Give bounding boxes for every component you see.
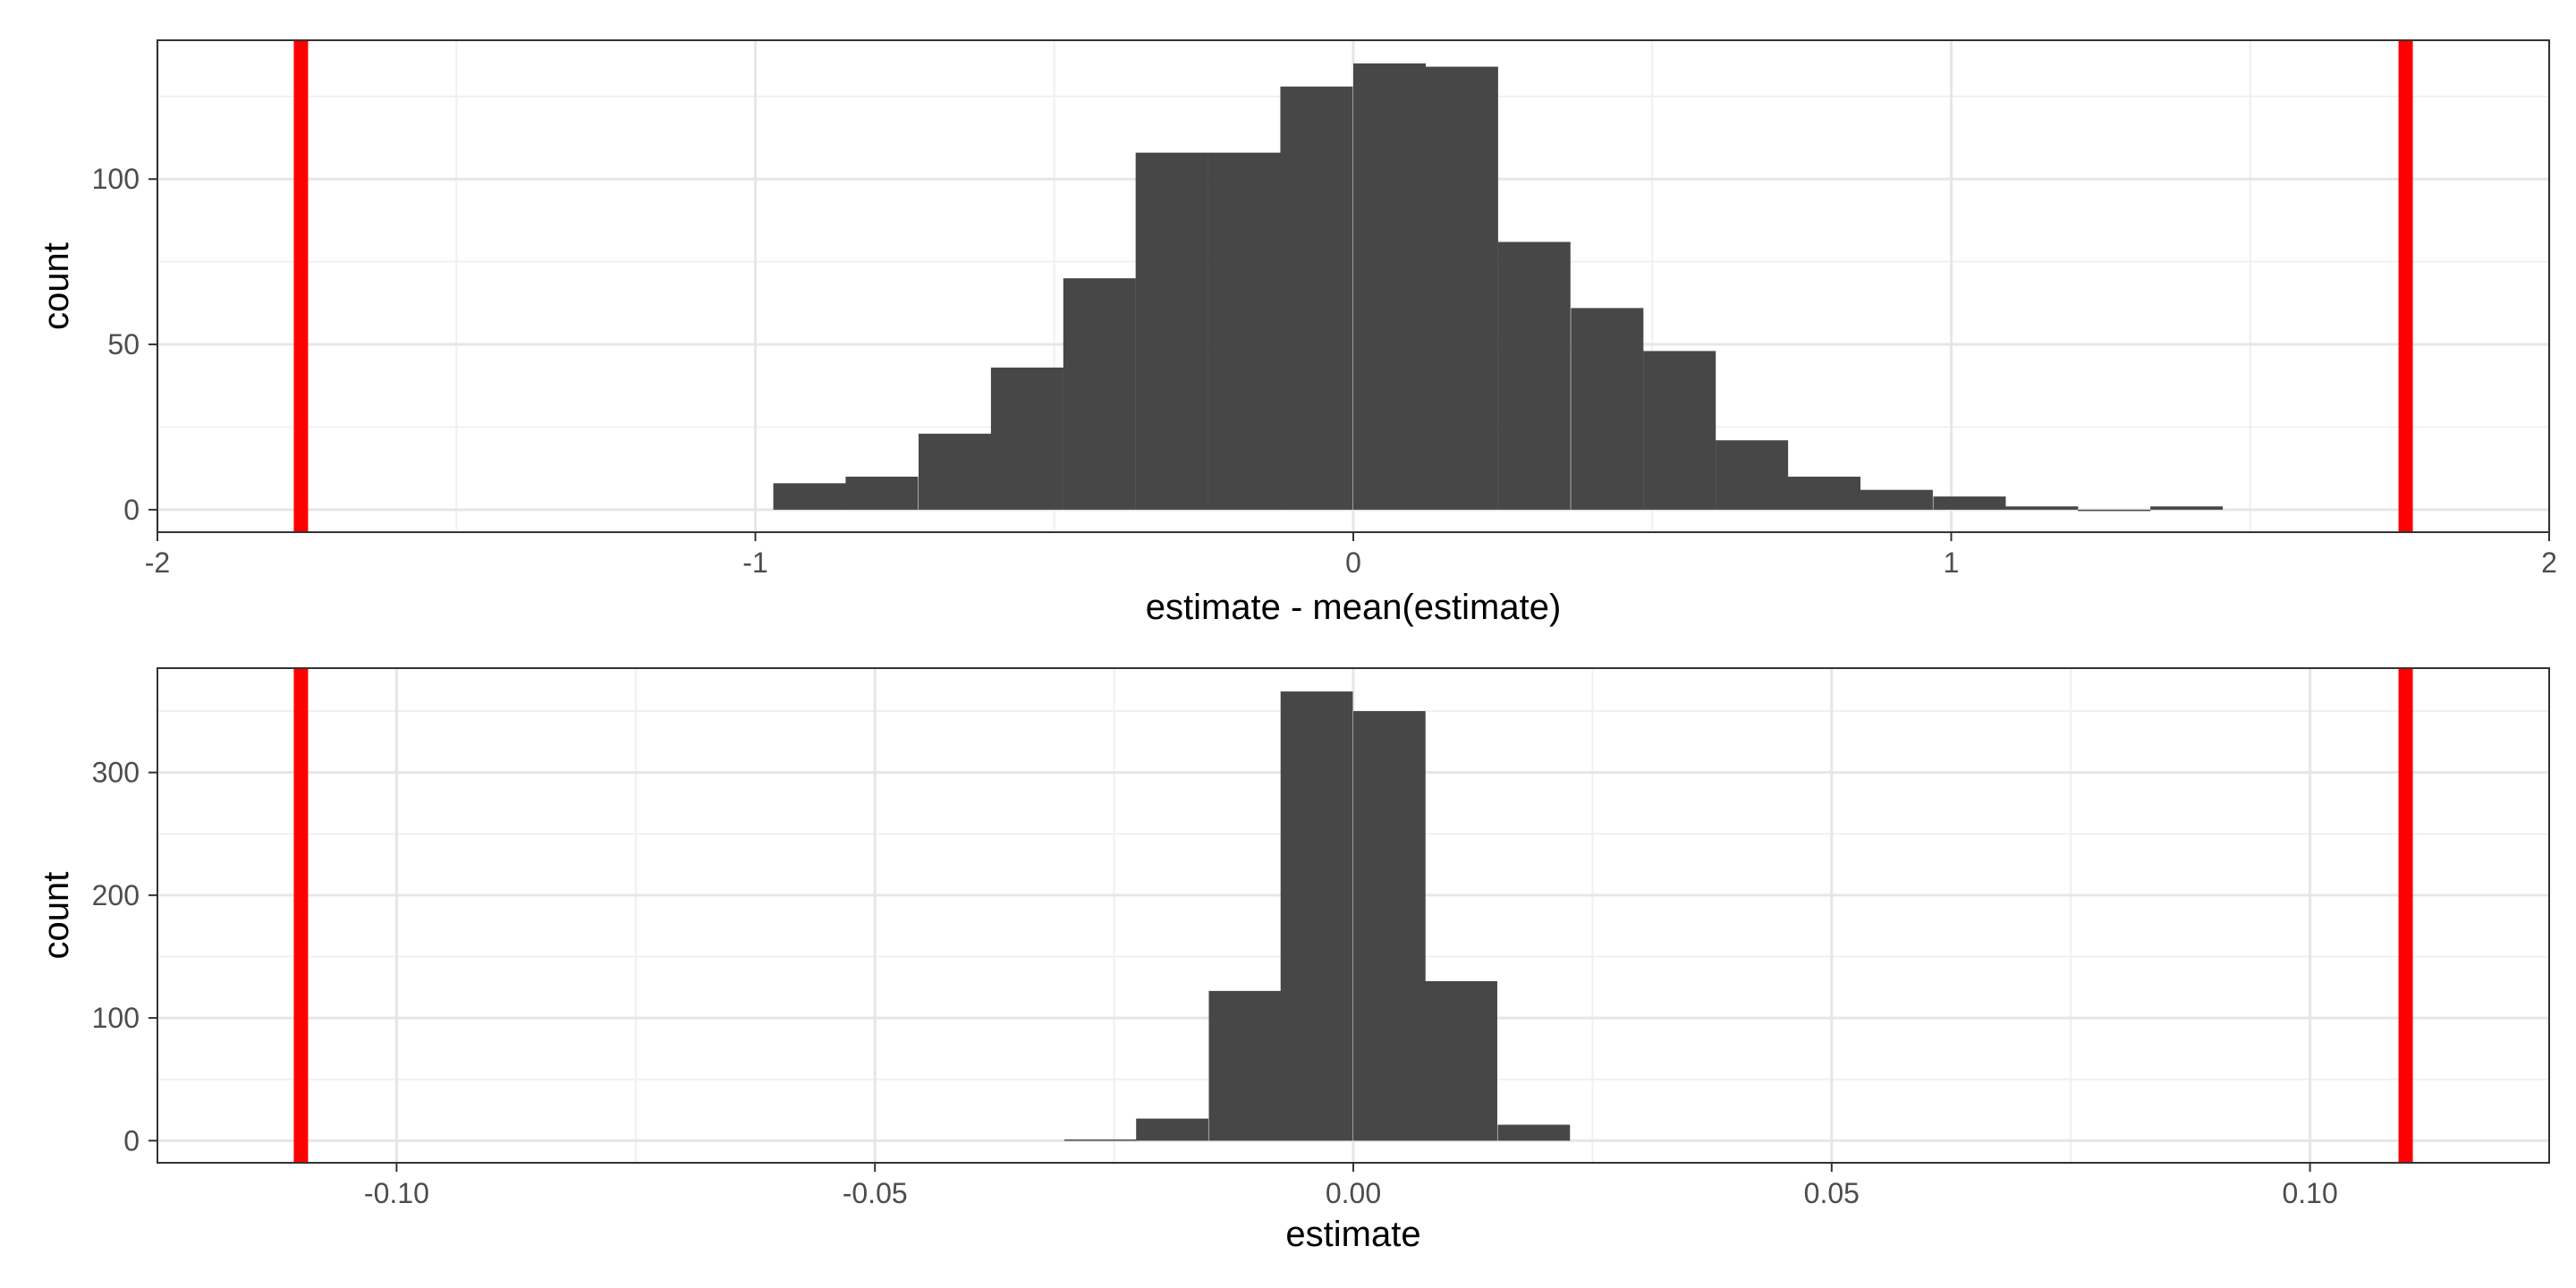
histogram-bar xyxy=(1353,711,1426,1141)
x-tick-label: -1 xyxy=(742,547,767,579)
x-tick-label: 0.00 xyxy=(1326,1177,1381,1209)
histogram-bar xyxy=(1643,351,1716,510)
histogram-bars xyxy=(1063,691,1571,1141)
x-tick-label: -0.10 xyxy=(364,1177,429,1209)
y-tick-label: 0 xyxy=(123,494,140,526)
histogram-bar xyxy=(1136,1118,1208,1141)
panel-bottom: -0.10 -0.05 0.00 0.05 0.10 0 100 200 300 estima… xyxy=(37,667,2550,1254)
histogram-bar xyxy=(1425,980,1497,1141)
x-tick-label: 1 xyxy=(1944,547,1960,579)
x-axis-ticks: -2 -1 0 1 2 xyxy=(145,532,2557,579)
y-axis-ticks: 0 100 200 300 xyxy=(92,757,157,1157)
histogram-bar xyxy=(1571,308,1644,510)
x-axis-ticks: -0.10 -0.05 0.00 0.05 0.10 xyxy=(364,1163,2338,1209)
histogram-bar xyxy=(1933,496,2006,510)
y-tick-label: 100 xyxy=(92,163,140,195)
critical-value-lines xyxy=(293,40,2413,532)
x-tick-label: 2 xyxy=(2541,547,2557,579)
x-tick-label: 0.10 xyxy=(2282,1177,2337,1209)
x-axis-label: estimate xyxy=(1285,1215,1420,1254)
histogram-bar xyxy=(1280,86,1353,510)
critical-value-lines xyxy=(293,668,2413,1163)
histogram-bar xyxy=(990,367,1063,510)
panel-top: -2 -1 0 1 2 0 50 100 estimate - mean(estimate)… xyxy=(37,39,2557,627)
y-tick-label: 0 xyxy=(123,1124,140,1157)
histogram-bar xyxy=(1063,278,1136,510)
histogram-bar xyxy=(919,433,992,510)
y-tick-label: 100 xyxy=(92,1002,140,1034)
histogram-bar xyxy=(1208,990,1282,1141)
y-tick-label: 50 xyxy=(107,328,140,360)
histogram-bar xyxy=(2005,506,2079,510)
y-axis-label: count xyxy=(37,242,76,330)
x-tick-label: 0.05 xyxy=(1804,1177,1860,1209)
histogram-bar xyxy=(1787,476,1861,510)
histogram-bar xyxy=(1135,152,1208,510)
histogram-bar xyxy=(1497,1124,1571,1141)
histogram-bars xyxy=(773,63,2224,512)
histogram-bar xyxy=(1208,152,1281,510)
histogram-bar xyxy=(1063,1139,1137,1141)
histogram-bar xyxy=(2078,509,2151,512)
histogram-bar xyxy=(1716,440,1789,510)
y-tick-label: 300 xyxy=(92,757,140,789)
histogram-bar xyxy=(1497,242,1571,510)
x-tick-label: 0 xyxy=(1345,547,1361,579)
histogram-bar xyxy=(1860,489,1933,510)
y-tick-label: 200 xyxy=(92,879,140,911)
histogram-bar xyxy=(1353,63,1427,510)
histogram-bar xyxy=(845,476,919,510)
x-tick-label: -0.05 xyxy=(843,1177,908,1209)
y-axis-ticks: 0 50 100 xyxy=(92,163,157,526)
x-axis-label: estimate - mean(estimate) xyxy=(1146,588,1562,627)
histogram-bar xyxy=(1280,691,1353,1141)
histogram-bar xyxy=(2150,506,2224,510)
histogram-bar xyxy=(773,483,846,510)
x-tick-label: -2 xyxy=(145,547,170,579)
y-axis-label: count xyxy=(37,872,76,960)
histogram-bar xyxy=(1425,66,1498,510)
